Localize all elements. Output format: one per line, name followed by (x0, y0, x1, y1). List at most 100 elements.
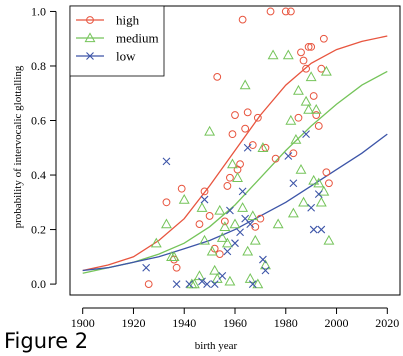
point-low (314, 190, 323, 199)
point-low (198, 277, 206, 286)
point-low (259, 255, 267, 264)
point-high (319, 34, 328, 43)
point-medium (300, 95, 312, 106)
point-high (322, 168, 331, 177)
point-high (309, 92, 318, 100)
point-low (284, 152, 293, 160)
point-high (297, 48, 305, 57)
point-medium (161, 218, 172, 229)
point-medium (305, 71, 317, 82)
y-axis-label: probability of intervocalic glottalling (12, 65, 24, 229)
legend-label-medium: medium (116, 31, 159, 46)
point-medium (315, 196, 327, 207)
point-medium (242, 245, 254, 256)
point-medium (293, 84, 304, 95)
point-high (314, 122, 323, 130)
fitted-curve-high (82, 35, 388, 272)
point-high (312, 111, 321, 119)
point-medium (221, 237, 233, 248)
point-high (226, 173, 234, 182)
point-high (248, 141, 257, 149)
y-tick-label: 0.0 (31, 277, 46, 291)
legend-marker-medium (84, 32, 96, 43)
point-medium (216, 232, 228, 242)
point-medium (260, 259, 271, 270)
point-high (302, 64, 310, 73)
point-high (195, 220, 204, 229)
x-axis: 1900 1920 1940 1960 1980 2000 2020 (71, 307, 399, 330)
point-medium (308, 174, 320, 185)
point-high (325, 179, 333, 188)
point-medium (206, 245, 218, 256)
point-high (241, 124, 250, 133)
point-medium (247, 210, 259, 221)
plot-frame (69, 5, 401, 296)
point-high (200, 187, 209, 196)
point-low (162, 157, 171, 166)
point-high (317, 64, 326, 73)
y-tick-label: 0.4 (31, 168, 46, 182)
point-low (309, 225, 318, 234)
x-tick-label: 2000 (325, 316, 349, 330)
x-tick-label: 1940 (172, 316, 196, 330)
point-medium (150, 237, 162, 248)
point-low (200, 195, 209, 204)
point-high (251, 222, 260, 231)
legend-label-low: low (116, 49, 136, 64)
legend-marker-high (86, 16, 94, 24)
point-medium (188, 278, 200, 289)
point-low (218, 272, 227, 280)
point-medium (257, 142, 269, 152)
point-high (238, 15, 247, 24)
point-medium (310, 103, 322, 114)
point-medium (313, 177, 325, 188)
y-tick-label: 0.2 (31, 223, 46, 237)
point-low (172, 280, 181, 288)
point-medium (219, 221, 231, 232)
point-medium (239, 79, 251, 90)
point-low (302, 130, 310, 139)
point-medium (272, 218, 284, 229)
point-high (271, 154, 280, 163)
point-low (317, 225, 326, 234)
y-tick-label: 0.6 (31, 114, 46, 128)
point-medium (323, 234, 335, 245)
point-high (304, 42, 313, 51)
point-high (286, 7, 295, 16)
point-high (177, 184, 186, 193)
point-medium (282, 49, 294, 60)
point-medium (204, 125, 216, 136)
point-high (289, 149, 298, 158)
legend-label-high: high (116, 13, 140, 28)
point-medium (199, 234, 210, 245)
point-low (226, 206, 234, 215)
point-high (213, 72, 222, 81)
data-points (142, 7, 335, 289)
legend: high medium low (69, 5, 165, 77)
point-medium (232, 172, 243, 182)
point-low (185, 280, 194, 288)
point-high (294, 113, 303, 122)
point-low (261, 266, 270, 275)
point-high (243, 108, 252, 117)
point-low (307, 203, 316, 212)
point-high (228, 130, 237, 139)
point-high (144, 280, 153, 288)
point-low (238, 187, 247, 196)
point-medium (303, 103, 315, 114)
point-low (231, 239, 239, 248)
point-medium (290, 133, 302, 144)
y-tick-label: 0.8 (31, 59, 46, 73)
point-medium (249, 234, 261, 245)
point-low (203, 280, 211, 288)
y-tick-label: 1.0 (31, 4, 46, 18)
point-low (289, 179, 298, 188)
fitted-curves (82, 35, 388, 274)
point-medium (285, 114, 297, 125)
point-medium (287, 207, 299, 218)
point-high (253, 113, 262, 122)
point-high (172, 263, 181, 272)
point-high (205, 212, 214, 220)
x-axis-label: birth year (194, 340, 238, 352)
